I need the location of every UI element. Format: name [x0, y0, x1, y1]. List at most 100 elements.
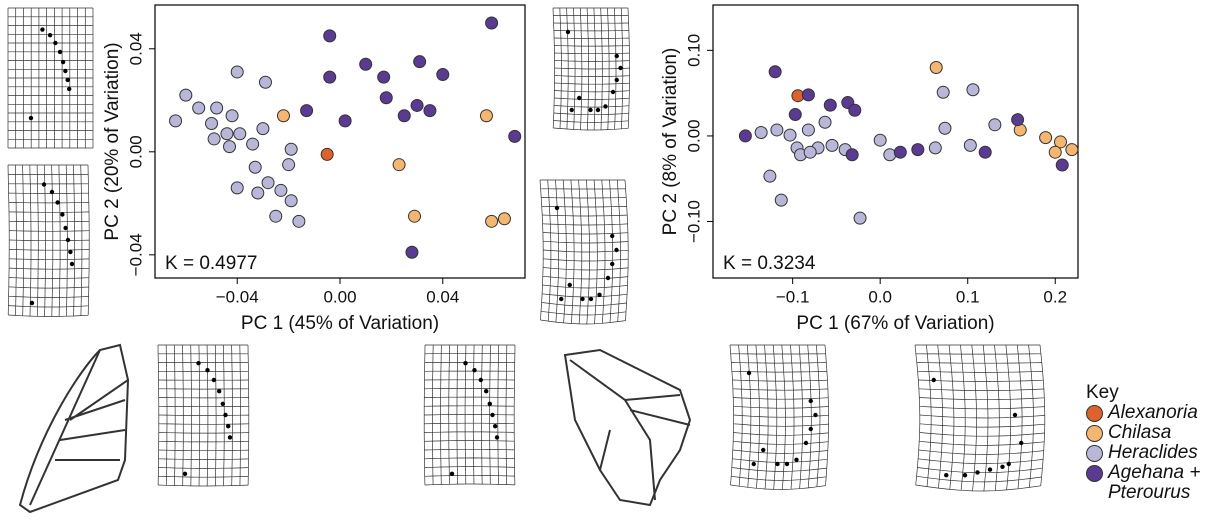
data-point — [853, 211, 867, 225]
data-point — [823, 98, 837, 112]
data-point — [320, 147, 334, 161]
grid-line-deco — [916, 362, 1042, 364]
landmark — [223, 412, 228, 418]
data-point — [379, 91, 393, 105]
data-point — [783, 128, 797, 142]
landmark — [478, 377, 483, 383]
landmark — [761, 447, 766, 453]
data-point — [359, 57, 373, 71]
data-point — [803, 145, 817, 159]
data-point — [770, 123, 784, 137]
grid-line-deco — [916, 475, 1042, 483]
landmark — [449, 471, 455, 476]
landmark — [775, 461, 780, 467]
landmark — [65, 77, 70, 83]
x-tick-label: 0.1 — [956, 287, 980, 306]
grid-line-deco — [9, 258, 90, 261]
grid-line-deco — [424, 448, 515, 451]
data-point — [801, 123, 815, 137]
grid-line-deco — [158, 449, 249, 452]
landmark — [487, 401, 492, 406]
x-tick-label: −0.1 — [776, 287, 810, 306]
legend-swatch — [1086, 465, 1103, 482]
data-point — [300, 104, 314, 118]
legend-label: Agehana + Pterourus — [1108, 462, 1201, 503]
landmark — [29, 300, 35, 306]
landmark — [217, 389, 222, 394]
data-point — [405, 245, 419, 259]
x-axis-label: PC 1 (67% of Variation) — [796, 313, 994, 334]
legend-label: Chilasa — [1108, 422, 1172, 443]
landmark — [60, 59, 66, 65]
data-point — [966, 83, 980, 97]
y-axis-label: PC 2 (20% of Variation) — [102, 42, 123, 240]
deformation-grid — [552, 7, 630, 131]
data-point — [246, 137, 260, 151]
landmark — [577, 95, 582, 101]
legend-label: Alexanoria — [1108, 402, 1198, 423]
grid-line-deco — [539, 179, 544, 321]
landmark — [1019, 440, 1024, 446]
grid-line-deco — [554, 75, 630, 77]
grid-line-deco — [729, 344, 734, 486]
y-tick-label: 0.04 — [126, 32, 145, 65]
grid-line-deco — [424, 422, 515, 425]
grid-line-deco — [554, 97, 630, 100]
landmark — [67, 86, 72, 92]
grid-line-deco — [917, 467, 1043, 474]
data-point — [292, 214, 306, 228]
grid-line-deco — [730, 484, 826, 490]
grid-line-deco — [541, 302, 627, 307]
landmark — [60, 212, 65, 217]
grid-line-deco — [553, 105, 630, 108]
grid-line-deco — [918, 379, 1044, 382]
data-point — [397, 109, 411, 123]
grid-line-deco — [543, 249, 629, 253]
landmark — [588, 296, 594, 302]
legend-entry: Alexanoria — [1086, 403, 1221, 423]
landmark — [69, 261, 75, 267]
data-point — [485, 16, 499, 30]
deformation-grid — [539, 179, 629, 325]
y-tick-label: 0.00 — [126, 135, 145, 168]
landmark — [63, 68, 68, 74]
landmark — [610, 261, 615, 267]
landmark — [196, 361, 201, 366]
grid-line-deco — [914, 344, 921, 486]
y-tick-label: −0.10 — [684, 200, 703, 243]
grid-line-deco — [158, 458, 249, 460]
data-point — [423, 104, 437, 118]
data-point — [230, 181, 244, 195]
data-point — [205, 116, 219, 130]
grid-line-deco — [731, 362, 827, 364]
data-point — [248, 160, 262, 174]
landmark — [751, 461, 756, 467]
plot-frame — [712, 4, 1079, 279]
data-point — [1053, 135, 1067, 149]
data-point — [274, 183, 288, 197]
data-point — [169, 114, 183, 128]
landmark — [813, 412, 818, 418]
grid-line-deco — [158, 423, 249, 425]
grid-line-deco — [554, 82, 630, 85]
grid-line-deco — [542, 284, 628, 289]
annotation: K = 0.4977 — [165, 253, 257, 274]
grid-line-deco — [542, 232, 628, 235]
data-point — [1011, 113, 1025, 127]
data-point — [220, 127, 234, 141]
grid-line-deco — [733, 414, 829, 418]
data-point — [774, 193, 788, 207]
landmark — [220, 401, 225, 406]
data-point — [269, 209, 283, 223]
legend-swatch — [1086, 445, 1103, 462]
grid-line-deco — [554, 90, 630, 93]
landmark — [1012, 412, 1018, 418]
data-point — [845, 148, 859, 162]
grid-line-deco — [554, 60, 630, 62]
deformation-grid — [7, 7, 94, 149]
y-tick-label: 0.10 — [684, 34, 703, 67]
grid-line-deco — [8, 295, 89, 298]
data-point — [230, 65, 244, 79]
data-point — [392, 158, 406, 172]
